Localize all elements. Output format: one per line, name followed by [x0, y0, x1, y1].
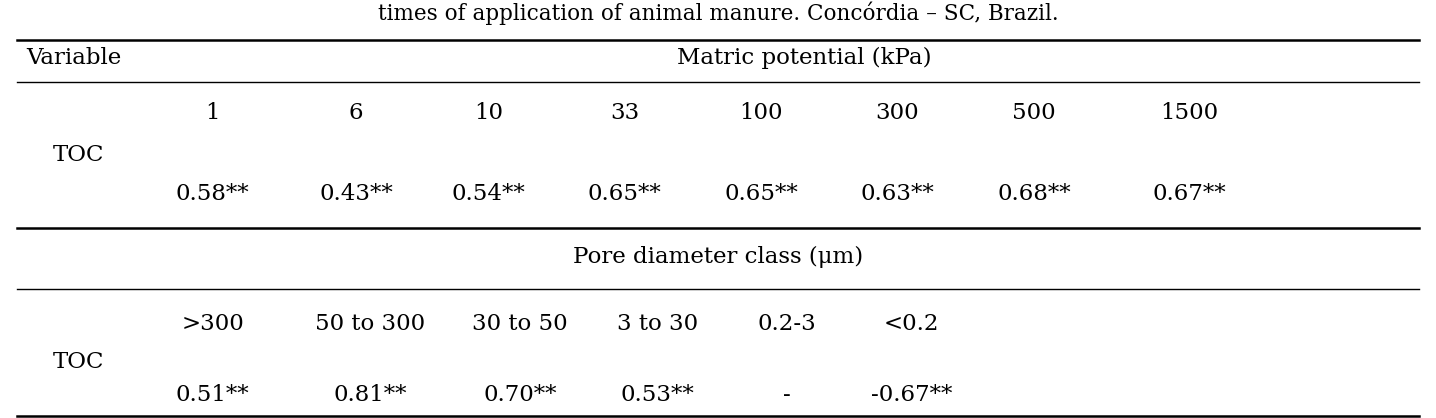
Text: 0.54**: 0.54**: [451, 184, 526, 205]
Text: 0.67**: 0.67**: [1152, 184, 1226, 205]
Text: TOC: TOC: [53, 144, 105, 166]
Text: >300: >300: [181, 313, 244, 335]
Text: 3 to 30: 3 to 30: [617, 313, 698, 335]
Text: times of application of animal manure. Concórdia – SC, Brazil.: times of application of animal manure. C…: [378, 2, 1058, 25]
Text: 0.43**: 0.43**: [319, 184, 393, 205]
Text: <0.2: <0.2: [885, 313, 939, 335]
Text: 50 to 300: 50 to 300: [316, 313, 425, 335]
Text: 0.58**: 0.58**: [175, 184, 250, 205]
Text: TOC: TOC: [53, 351, 105, 372]
Text: 6: 6: [349, 102, 363, 124]
Text: 0.70**: 0.70**: [482, 384, 557, 406]
Text: 0.2-3: 0.2-3: [758, 313, 816, 335]
Text: 10: 10: [474, 102, 503, 124]
Text: Pore diameter class (μm): Pore diameter class (μm): [573, 246, 863, 268]
Text: 0.65**: 0.65**: [587, 184, 662, 205]
Text: Variable: Variable: [26, 47, 121, 69]
Text: 500: 500: [1012, 102, 1055, 124]
Text: 0.53**: 0.53**: [620, 384, 695, 406]
Text: 0.81**: 0.81**: [333, 384, 408, 406]
Text: 0.65**: 0.65**: [724, 184, 798, 205]
Text: 33: 33: [610, 102, 639, 124]
Text: 100: 100: [740, 102, 783, 124]
Text: -0.67**: -0.67**: [872, 384, 952, 406]
Text: Matric potential (kPa): Matric potential (kPa): [676, 47, 932, 69]
Text: 300: 300: [876, 102, 919, 124]
Text: 1500: 1500: [1160, 102, 1218, 124]
Text: 0.63**: 0.63**: [860, 184, 935, 205]
Text: -: -: [783, 384, 791, 406]
Text: 1: 1: [205, 102, 220, 124]
Text: 0.68**: 0.68**: [997, 184, 1071, 205]
Text: 0.51**: 0.51**: [175, 384, 250, 406]
Text: 30 to 50: 30 to 50: [472, 313, 567, 335]
